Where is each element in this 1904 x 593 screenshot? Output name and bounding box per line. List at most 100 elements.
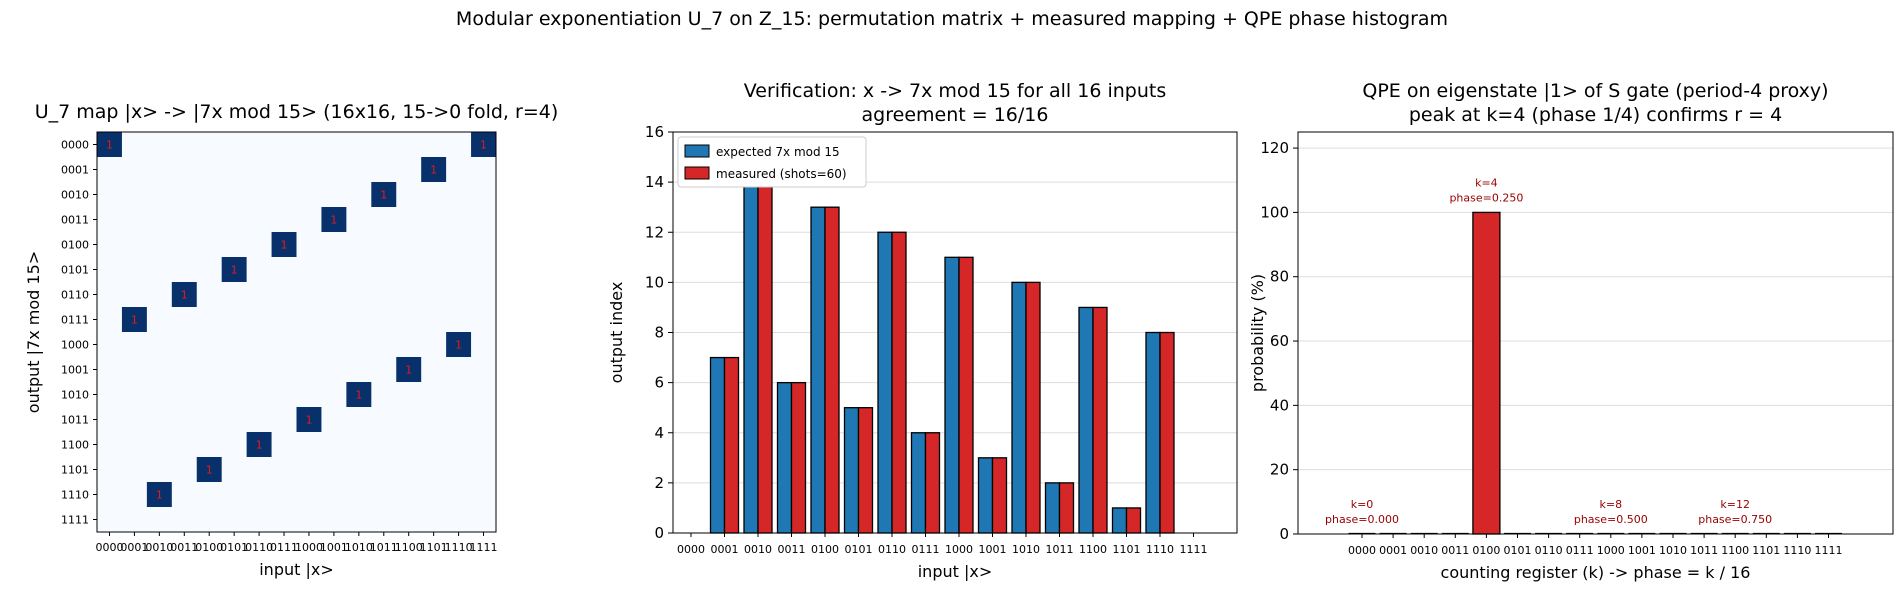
x-tick-label: 1000 <box>945 543 973 556</box>
heatmap-cell-label: 1 <box>380 189 387 202</box>
heatmap-y-axis-label: output |7x mod 15> <box>24 251 43 413</box>
y-tick-label: 14 <box>645 173 664 191</box>
x-tick-label: 1010 <box>1012 543 1040 556</box>
heatmap-cell <box>171 282 197 307</box>
x-tick-label: 0011 <box>778 543 806 556</box>
y-tick-label: 1101 <box>61 464 89 477</box>
heatmap-cell <box>146 482 172 507</box>
x-tick-label: 0111 <box>912 543 940 556</box>
x-tick-label: 0101 <box>1504 544 1532 557</box>
annotation-k-label: k=0 <box>1351 498 1374 511</box>
verification-title-line2: agreement = 16/16 <box>862 104 1049 126</box>
annotation-phase-label: phase=0.250 <box>1449 191 1523 204</box>
legend-label: measured (shots=60) <box>716 167 847 181</box>
heatmap-background <box>97 132 496 532</box>
y-tick-label: 0010 <box>61 189 89 202</box>
y-tick-label: 1000 <box>61 339 89 352</box>
x-tick-label: 0010 <box>145 541 173 554</box>
x-tick-label: 0001 <box>1379 544 1407 557</box>
x-tick-label: 0000 <box>1348 544 1376 557</box>
heatmap-cell-label: 1 <box>405 364 412 377</box>
heatmap-cell-label: 1 <box>330 214 337 227</box>
x-tick-label: 0001 <box>120 541 148 554</box>
x-tick-label: 1110 <box>445 541 473 554</box>
x-tick-label: 1111 <box>1815 544 1843 557</box>
heatmap-cell-label: 1 <box>305 414 312 427</box>
heatmap-cell <box>471 132 496 157</box>
y-tick-label: 1011 <box>61 414 89 427</box>
x-tick-label: 1000 <box>1597 544 1625 557</box>
x-tick-label: 0011 <box>170 541 198 554</box>
heatmap-title: U_7 map |x> -> |7x mod 15> (16x16, 15->0… <box>35 101 558 123</box>
x-tick-label: 0011 <box>1441 544 1469 557</box>
x-tick-label: 1011 <box>1046 543 1074 556</box>
y-tick-label: 0101 <box>61 264 89 277</box>
qpe-y-axis-label: probability (%) <box>1248 274 1267 392</box>
heatmap-cell-label: 1 <box>281 239 288 252</box>
heatmap-cell-label: 1 <box>206 464 213 477</box>
heatmap-cell <box>446 332 472 357</box>
y-tick-label: 8 <box>654 324 664 342</box>
x-tick-label: 0100 <box>1472 544 1500 557</box>
x-tick-label: 1001 <box>320 541 348 554</box>
x-tick-label: 1001 <box>1628 544 1656 557</box>
y-tick-label: 16 <box>645 123 664 141</box>
y-tick-label: 100 <box>1260 203 1289 221</box>
x-tick-label: 1100 <box>395 541 423 554</box>
y-tick-label: 0000 <box>61 139 89 152</box>
legend-swatch <box>684 144 710 158</box>
y-tick-label: 40 <box>1270 396 1289 414</box>
y-tick-label: 0001 <box>61 164 89 177</box>
x-tick-label: 1100 <box>1721 544 1749 557</box>
x-tick-label: 1111 <box>470 541 498 554</box>
x-tick-label: 1000 <box>295 541 323 554</box>
legend-swatch <box>684 166 710 180</box>
annotation-phase-label: phase=0.000 <box>1325 513 1399 526</box>
x-tick-label: 1100 <box>1079 543 1107 556</box>
x-tick-label: 1111 <box>1180 543 1208 556</box>
x-tick-label: 0000 <box>677 543 705 556</box>
x-tick-label: 1110 <box>1146 543 1174 556</box>
x-tick-label: 1010 <box>1659 544 1687 557</box>
verification-title-line1: Verification: x -> 7x mod 15 for all 16 … <box>744 80 1167 102</box>
x-tick-label: 1101 <box>1113 543 1141 556</box>
x-tick-label: 0110 <box>245 541 273 554</box>
qpe-title-line1: QPE on eigenstate |1> of S gate (period-… <box>1362 80 1828 102</box>
annotation-k-label: k=4 <box>1475 176 1498 189</box>
x-tick-label: 1010 <box>345 541 373 554</box>
x-tick-label: 0110 <box>878 543 906 556</box>
y-tick-label: 1111 <box>61 514 89 527</box>
heatmap-cell <box>121 307 147 332</box>
heatmap-cell-label: 1 <box>455 339 462 352</box>
annotation-phase-label: phase=0.750 <box>1698 513 1772 526</box>
x-tick-label: 1001 <box>979 543 1007 556</box>
heatmap-cell <box>246 432 272 457</box>
y-tick-label: 2 <box>654 474 664 492</box>
legend-box <box>677 136 867 188</box>
verification-x-axis-label: input |x> <box>918 562 993 581</box>
y-tick-label: 0 <box>1279 525 1289 543</box>
x-tick-label: 1011 <box>1690 544 1718 557</box>
verification-y-axis-label: output index <box>607 282 626 384</box>
heatmap-frame <box>96 131 497 533</box>
x-tick-label: 1110 <box>1783 544 1811 557</box>
x-tick-label: 0010 <box>1410 544 1438 557</box>
figure-title: Modular exponentiation U_7 on Z_15: perm… <box>455 8 1449 30</box>
y-tick-label: 1110 <box>61 489 89 502</box>
heatmap-cell <box>346 382 372 407</box>
x-tick-label: 1101 <box>420 541 448 554</box>
heatmap-cell <box>97 132 122 157</box>
heatmap-cell <box>296 407 322 432</box>
y-tick-label: 0011 <box>61 214 89 227</box>
histogram-bar <box>1472 211 1501 535</box>
heatmap-x-axis-label: input |x> <box>259 560 334 579</box>
annotation-phase-label: phase=0.500 <box>1574 513 1648 526</box>
y-tick-label: 12 <box>645 223 664 241</box>
y-tick-label: 0 <box>654 524 664 542</box>
x-tick-label: 1101 <box>1752 544 1780 557</box>
y-tick-label: 6 <box>654 374 664 392</box>
x-tick-label: 0100 <box>811 543 839 556</box>
